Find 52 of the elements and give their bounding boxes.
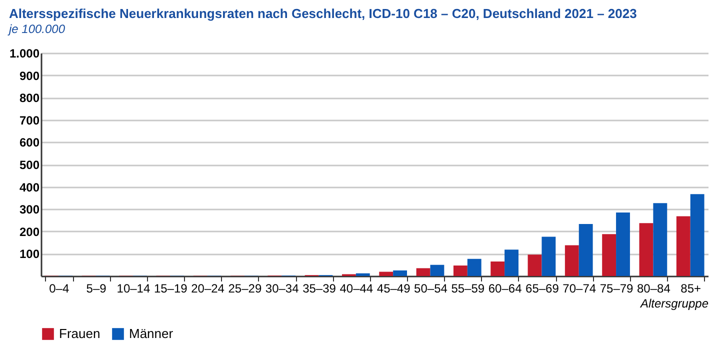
bar	[504, 250, 518, 276]
x-tick-label: 15–19	[154, 282, 188, 296]
x-tick-label: 5–9	[86, 282, 107, 296]
x-axis-title: Altersgruppe	[639, 296, 709, 310]
y-tick-label: 900	[19, 68, 40, 83]
x-tick-label: 0–4	[49, 282, 70, 296]
y-tick-label: 600	[19, 136, 40, 150]
y-tick-label: 100	[19, 247, 40, 262]
x-tick-label: 70–74	[562, 282, 596, 296]
bar	[690, 194, 704, 276]
x-tick-label: 25–29	[228, 282, 262, 296]
bar	[542, 236, 556, 276]
chart-subtitle: je 100.000	[6, 22, 66, 36]
x-tick-label: 85+	[680, 282, 702, 296]
chart-title: Altersspezifische Neuerkrankungsraten nach Geschlecht, ICD-10 C18 – C20, Deutschland 2021 – 2023	[8, 6, 637, 21]
y-tick-label: 200	[19, 224, 40, 239]
x-tick-label: 10–14	[116, 282, 150, 296]
x-tick-label: 45–49	[376, 282, 411, 296]
bar	[416, 268, 430, 276]
bar	[564, 245, 579, 276]
x-tick-label: 75–79	[600, 282, 634, 296]
x-tick-label: 30–34	[265, 282, 300, 296]
y-tick-label: 1.000	[9, 46, 40, 60]
y-tick-label: 800	[19, 91, 40, 106]
y-tick-label: 300	[19, 202, 40, 217]
bar	[653, 203, 668, 276]
x-tick-label: 20–24	[191, 282, 225, 296]
x-tick-label: 60–64	[488, 282, 522, 296]
bar	[453, 266, 468, 276]
bar	[616, 212, 630, 276]
bar	[676, 216, 690, 276]
x-tick-label: 80–84	[637, 282, 671, 296]
bar	[578, 224, 593, 276]
bar	[639, 223, 654, 276]
bar	[528, 254, 542, 276]
bar	[379, 272, 394, 276]
legend-label: Männer	[129, 326, 174, 341]
x-tick-label: 35–39	[302, 282, 336, 296]
x-tick-label: 65–69	[526, 282, 560, 296]
x-tick-label: 55–59	[451, 282, 485, 296]
legend-label: Frauen	[59, 326, 100, 341]
y-tick-label: 400	[19, 180, 40, 194]
x-tick-label: 40–44	[340, 282, 374, 296]
y-tick-label: 700	[19, 113, 40, 128]
bar	[467, 258, 482, 276]
bar	[490, 262, 505, 276]
x-tick-label: 50–54	[414, 282, 448, 296]
y-tick-label: 500	[19, 158, 40, 172]
bar	[602, 234, 616, 276]
bar	[393, 270, 408, 276]
bar	[430, 264, 444, 276]
bar	[356, 273, 370, 276]
